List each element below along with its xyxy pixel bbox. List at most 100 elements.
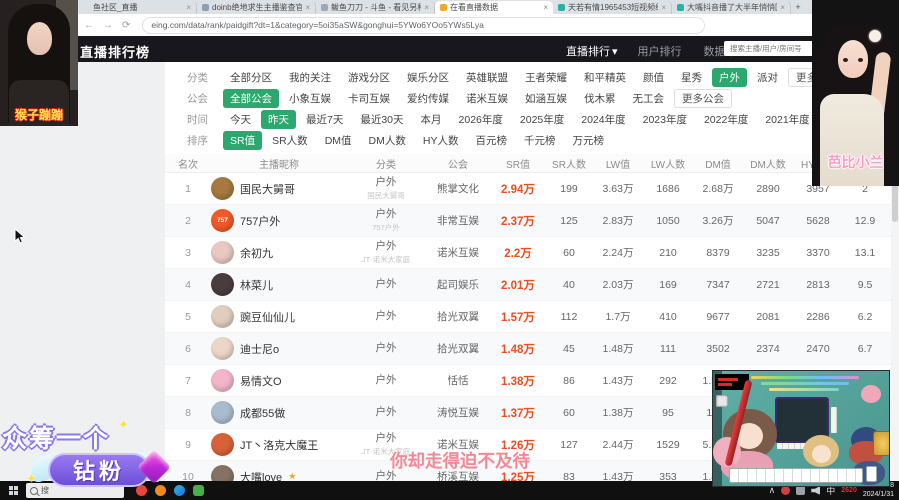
filter-option[interactable]: 爱约传媒 — [407, 93, 449, 105]
filter-option[interactable]: 本月 — [420, 114, 442, 126]
tab-close-icon[interactable]: × — [305, 3, 310, 12]
filter-option[interactable]: 游戏分区 — [348, 72, 390, 84]
tab-close-icon[interactable]: × — [186, 3, 191, 12]
streamer-name[interactable]: 林菜儿 — [240, 279, 273, 292]
browser-tab[interactable]: 鱼社区_直播 × — [78, 1, 197, 14]
filter-option[interactable]: 星秀 — [681, 72, 702, 84]
filter-option[interactable]: 2021年度 — [765, 114, 810, 126]
hand-tiles[interactable] — [729, 468, 863, 483]
table-row[interactable]: 3 余初九 户外 JT·诺米大家庭 诺米互娱 2.2万 60 2.24万 210… — [165, 237, 891, 269]
filter-option[interactable]: 颜值 — [643, 72, 664, 84]
drawn-tile[interactable] — [866, 466, 877, 482]
filter-option[interactable]: 昨天 — [261, 110, 296, 129]
filter-option[interactable]: 最近30天 — [360, 114, 404, 126]
streamer-name[interactable]: JT丶洛克大魔王 — [240, 439, 319, 452]
sr-count-cell: 45 — [563, 342, 575, 355]
filter-option[interactable]: 我的关注 — [289, 72, 331, 84]
filter-option[interactable]: SR人数 — [272, 135, 308, 147]
filter-option[interactable]: 全部公会 — [223, 89, 279, 108]
filter-option[interactable]: 英雄联盟 — [466, 72, 508, 84]
streamer-name[interactable]: 成都55做 — [240, 407, 286, 420]
avatar[interactable] — [211, 241, 234, 264]
table-row[interactable]: 4 林菜儿 户外 起司娱乐 2.01万 40 2.03万 169 7347 27… — [165, 269, 891, 301]
ime-indicator[interactable]: 中 — [826, 486, 836, 496]
nav-menu-item[interactable]: 直播排行 ▾ — [566, 43, 618, 59]
filter-option[interactable]: DM人数 — [368, 135, 406, 147]
browser-tab[interactable]: 鲅鱼刀刀 - 斗鱼 - 看见另种热爱 × — [316, 1, 435, 14]
filter-option[interactable]: 户外 — [712, 68, 747, 87]
edge-browser-icon[interactable] — [174, 485, 185, 496]
avatar[interactable]: 757 — [211, 209, 234, 232]
streamer-name[interactable]: 国民大舅哥 — [240, 183, 295, 196]
filter-option[interactable]: 更多公会 — [674, 89, 732, 108]
streamer-name[interactable]: 余初九 — [240, 247, 273, 260]
browser-tab[interactable]: doinb绝地求生主播鉴查官2 × — [197, 1, 316, 14]
filter-option[interactable]: 和平精英 — [584, 72, 626, 84]
browser-tab[interactable]: 大嘴抖音播了大半年悄悄回归头条 × — [672, 1, 791, 14]
start-button[interactable] — [0, 486, 26, 495]
filter-option[interactable]: 卡司互娱 — [348, 93, 390, 105]
tab-close-icon[interactable]: × — [424, 3, 429, 12]
filter-option[interactable]: 千元榜 — [523, 135, 556, 147]
url-bar[interactable]: eing.com/data/rank/paidgift?dt=1&categor… — [142, 16, 706, 34]
avatar[interactable] — [211, 337, 234, 360]
filter-option[interactable]: DM值 — [324, 135, 352, 147]
filter-option[interactable]: 王者荣耀 — [525, 72, 567, 84]
site-search[interactable] — [724, 41, 814, 56]
streamer-name[interactable]: 迪士尼o — [240, 343, 280, 356]
filter-option[interactable]: 百元榜 — [475, 135, 507, 147]
table-row[interactable]: 6 迪士尼o 户外 拾光双翼 1.48万 45 1.48万 111 3502 2… — [165, 333, 891, 365]
new-tab-button[interactable]: + — [795, 2, 801, 12]
avatar[interactable] — [211, 177, 234, 200]
filter-option[interactable]: HY人数 — [422, 135, 459, 147]
filter-option[interactable]: 2025年度 — [519, 114, 565, 126]
filter-option[interactable]: 派对 — [757, 72, 778, 84]
filter-option[interactable]: 2026年度 — [458, 114, 503, 126]
avatar[interactable] — [211, 273, 234, 296]
filter-option[interactable]: 娱乐分区 — [407, 72, 449, 84]
streamer-name[interactable]: 757户外 — [240, 215, 281, 228]
forward-icon[interactable]: → — [103, 19, 113, 31]
back-icon[interactable]: ← — [84, 19, 94, 31]
tab-close-icon[interactable]: × — [780, 3, 785, 12]
streamer-name[interactable]: 大嘴love — [240, 471, 283, 482]
filter-option[interactable]: SR值 — [223, 131, 263, 150]
app-icon-green[interactable] — [193, 485, 204, 496]
filter-option[interactable]: 小象互娱 — [289, 93, 331, 105]
tray-red-icon[interactable] — [781, 486, 791, 495]
filter-option[interactable]: 万元榜 — [572, 135, 604, 147]
filter-option[interactable]: 全部分区 — [230, 72, 272, 84]
nav-menu-item[interactable]: 用户排行 — [638, 43, 684, 59]
tab-close-icon[interactable]: × — [543, 3, 548, 12]
search-input[interactable] — [728, 43, 810, 54]
filter-option[interactable]: 伐木累 — [584, 93, 616, 105]
avatar[interactable] — [211, 401, 234, 424]
filter-option[interactable]: 2022年度 — [703, 114, 749, 126]
tray-caret-icon[interactable]: ∧ — [768, 485, 776, 495]
filter-option[interactable]: 无工会 — [632, 93, 665, 105]
filter-option[interactable]: 2024年度 — [581, 114, 626, 126]
table-row[interactable]: 1 国民大舅哥 户外 国民大舅哥 熊掌文化 2.94万 199 3.63万 16… — [165, 173, 891, 205]
tray-monitor-icon[interactable] — [796, 486, 806, 495]
avatar[interactable] — [211, 465, 234, 481]
table-row[interactable]: 5 豌豆仙仙儿 户外 拾光双翼 1.57万 112 1.7万 410 9677 … — [165, 301, 891, 333]
table-row[interactable]: 2 757 757户外 户外 757户外 非常互娱 2.37万 125 2.83… — [165, 205, 891, 237]
avatar[interactable] — [211, 305, 234, 328]
filter-option[interactable]: 今天 — [230, 114, 251, 126]
reload-icon[interactable]: ⟳ — [122, 19, 131, 31]
avatar[interactable] — [211, 369, 234, 392]
filter-option[interactable]: 最近7天 — [306, 114, 344, 126]
browser-tab[interactable]: 天若有情1965453短视频纪念-天若有 × — [553, 1, 672, 14]
browser-tab[interactable]: 在看直播数据 × — [435, 1, 553, 14]
volume-icon[interactable] — [811, 486, 821, 495]
mahjong-game-window[interactable] — [712, 370, 890, 487]
tab-close-icon[interactable]: × — [661, 3, 666, 12]
app-icon-orange[interactable] — [155, 485, 166, 496]
filter-option[interactable]: 2023年度 — [642, 114, 687, 126]
filter-option[interactable]: 如涵互娱 — [525, 93, 567, 105]
app-icon-red[interactable] — [136, 485, 147, 496]
streamer-name[interactable]: 易情文O — [240, 375, 282, 388]
filter-option[interactable]: 诺米互娱 — [466, 93, 508, 105]
streamer-name[interactable]: 豌豆仙仙儿 — [240, 311, 295, 324]
avatar[interactable] — [211, 433, 234, 456]
